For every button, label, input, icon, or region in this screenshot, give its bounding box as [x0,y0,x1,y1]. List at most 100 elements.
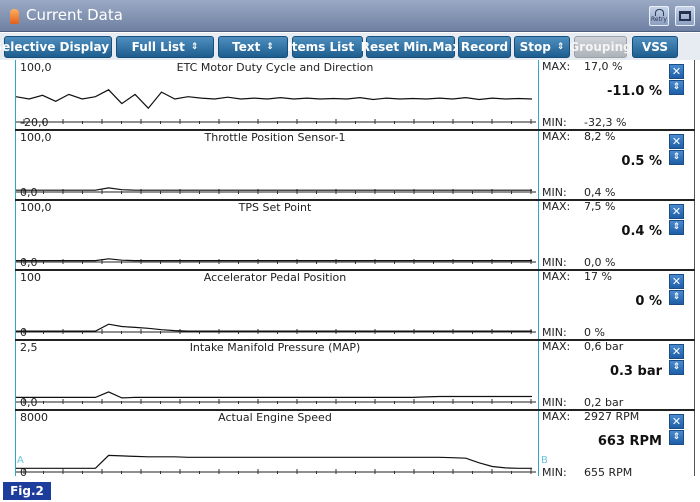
move-panel-icon[interactable]: ⇕ [669,290,684,305]
min-label: MIN: [542,466,567,479]
max-value: 0,6 bar [584,340,624,353]
panel-graph [16,258,536,264]
scale-max: 8000 [20,411,48,424]
toolbar-button-label: VSS [641,40,669,54]
toolbar-button-label: Selective Display [0,40,110,54]
max-value: 17 % [584,270,612,283]
toolbar-button-selective-display[interactable]: Selective Display⇕ [0,36,123,58]
max-value: 7,5 % [584,200,616,213]
panel-separator [15,199,695,201]
panel-separator [15,129,695,131]
panel-separator [15,409,695,411]
toolbar-button-grouping[interactable]: Grouping [569,36,632,58]
current-value: 0 % [635,294,662,309]
max-label: MAX: [542,200,571,213]
retry-label: Retry [651,16,667,23]
move-panel-icon[interactable]: ⇕ [669,150,684,165]
close-panel-icon[interactable]: ✕ [669,274,684,289]
toolbar-button-label: Text [232,40,261,54]
min-label: MIN: [542,116,567,129]
close-panel-icon[interactable]: ✕ [669,204,684,219]
max-value: 8,2 % [584,130,616,143]
min-label: MIN: [542,256,567,269]
min-value: 0,0 % [584,256,616,269]
cursor-a-line[interactable] [15,60,16,476]
min-value: 0 % [584,326,605,339]
dropdown-arrow-icon: ⇕ [266,42,274,52]
retry-button[interactable]: Retry [649,6,669,26]
graph-border [694,60,695,476]
close-panel-icon[interactable]: ✕ [669,344,684,359]
min-value: 655 RPM [584,466,633,479]
current-value: -11.0 % [606,84,662,99]
scale-max: 100,0 [20,61,52,74]
close-panel-icon[interactable]: ✕ [669,134,684,149]
trace-line [16,258,532,262]
app-icon [10,9,19,24]
current-value: 0.5 % [621,154,662,169]
panel-title: TPS Set Point [238,201,312,214]
dropdown-arrow-icon: ⇕ [360,42,368,52]
panel-separator [15,339,695,341]
title-bar: Current Data Retry [0,0,700,32]
panel-graph [15,89,536,124]
panel-title: Throttle Position Sensor-1 [204,131,346,144]
min-label: MIN: [542,396,567,409]
toolbar-button-full-list[interactable]: Full List ⇕ [116,36,214,58]
window-toggle-button[interactable] [675,6,695,26]
toolbar-button-label: Full List [131,40,185,54]
move-panel-icon[interactable]: ⇕ [669,80,684,95]
retry-icon [655,9,664,16]
trace-line [15,89,533,110]
panel-graph [16,454,536,474]
min-value: 0,4 % [584,186,616,199]
figure-label: Fig.2 [3,482,51,500]
scale-max: 100,0 [20,201,52,214]
toolbar-button-record[interactable]: Record [458,36,511,58]
close-panel-icon[interactable]: ✕ [669,64,684,79]
dropdown-arrow-icon: ⇕ [556,42,565,52]
toolbar-button-vss[interactable]: VSS [632,36,678,58]
trace-line [16,323,532,332]
max-value: 17,0 % [584,60,623,73]
current-value: 663 RPM [597,434,662,449]
cursor-b-label: B [541,455,548,466]
max-label: MAX: [542,270,571,283]
cursor-b-line[interactable] [538,60,539,476]
panel-title: Actual Engine Speed [218,411,332,424]
min-value: -32,3 % [584,116,627,129]
window-title: Current Data [26,6,123,24]
toolbar-button-reset-min-max[interactable]: Reset Min.Max [361,36,460,58]
close-panel-icon[interactable]: ✕ [669,414,684,429]
window-icon [679,11,691,21]
move-panel-icon[interactable]: ⇕ [669,430,684,445]
trace-line [16,391,532,399]
min-label: MIN: [542,326,567,339]
move-panel-icon[interactable]: ⇕ [669,360,684,375]
panel-title: ETC Motor Duty Cycle and Direction [176,61,374,74]
current-value: 0.3 bar [609,364,662,379]
max-label: MAX: [542,340,571,353]
dropdown-arrow-icon: ⇕ [190,42,199,52]
toolbar-button-label: Record [460,40,509,54]
move-panel-icon[interactable]: ⇕ [669,220,684,235]
min-label: MIN: [542,186,567,199]
scale-max: 100,0 [20,131,52,144]
toolbar-button-label: Reset Min.Max [360,40,461,54]
toolbar: Selective Display⇕Full List⇕Text⇕Items L… [0,33,700,60]
trace-line [16,454,532,469]
current-value: 0.4 % [621,224,662,239]
scale-max: 100 [20,271,41,284]
toolbar-button-text[interactable]: Text ⇕ [218,36,288,58]
toolbar-button-label: Items List [287,40,355,54]
max-value: 2927 RPM [584,410,640,423]
min-value: 0,2 bar [584,396,624,409]
toolbar-button-items-list[interactable]: Items List ⇕ [287,36,368,58]
max-label: MAX: [542,410,571,423]
toolbar-button-stop[interactable]: Stop ⇕ [514,36,570,58]
cursor-a-label: A [17,455,24,466]
scale-max: 2,5 [20,341,38,354]
toolbar-button-label: Stop [519,40,551,54]
panel-graph [16,391,536,404]
